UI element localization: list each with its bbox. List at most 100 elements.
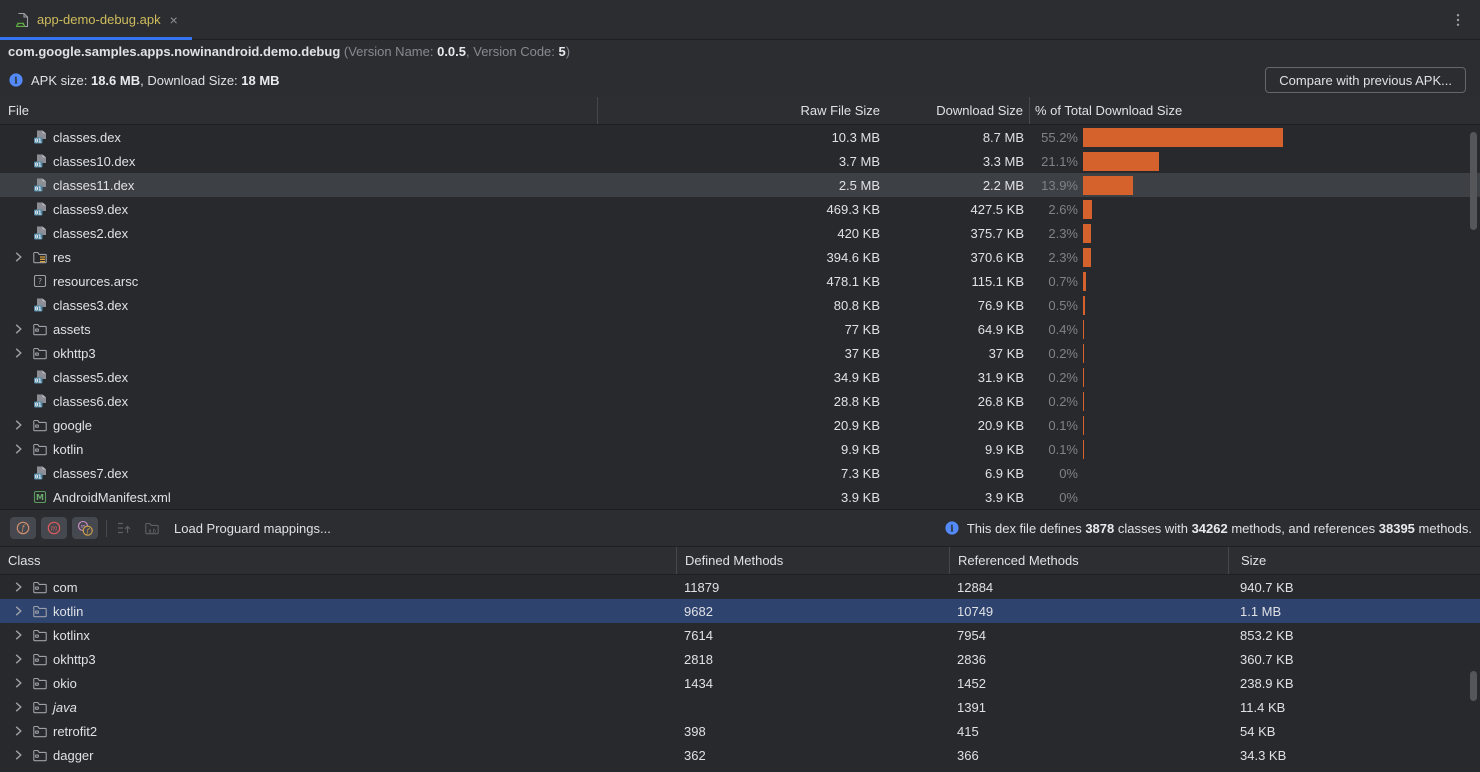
svg-text:?: ? (38, 277, 42, 286)
referenced-methods-value: 1391 (957, 699, 986, 715)
chevron-right-icon[interactable] (10, 579, 26, 595)
column-header-download-size[interactable]: Download Size (880, 97, 1030, 124)
version-code: 5 (558, 44, 566, 59)
file-table-row[interactable]: okhttp3 37 KB 37 KB 0.2% (0, 341, 1480, 365)
column-header-raw-file-size[interactable]: Raw File Size (800, 103, 880, 118)
download-size-value: 427.5 KB (970, 201, 1025, 217)
tab-close-icon[interactable]: × (169, 11, 178, 28)
pct-bar-cell (1078, 365, 1480, 389)
pct-bar-cell (1078, 245, 1480, 269)
file-table-row[interactable]: 01 classes10.dex 3.7 MB 3.3 MB 21.1% (0, 149, 1480, 173)
pct-bar-cell (1078, 173, 1480, 197)
class-table-row[interactable]: okio 1434 1452 238.9 KB (0, 671, 1480, 695)
class-table: com 11879 12884 940.7 KB kotlin 9682 10749 1.1 … (0, 575, 1480, 772)
chevron-right-icon[interactable] (10, 603, 26, 619)
toolbar-separator (106, 519, 107, 537)
raw-file-size-value: 3.9 KB (840, 489, 880, 505)
version-meta-suffix: ) (565, 44, 571, 59)
file-table-row[interactable]: 01 classes6.dex 28.8 KB 26.8 KB 0.2% (0, 389, 1480, 413)
download-size-value: 31.9 KB (977, 369, 1024, 385)
file-table-row[interactable]: 01 classes.dex 10.3 MB 8.7 MB 55.2% (0, 125, 1480, 149)
class-table-row[interactable]: dagger 362 366 34.3 KB (0, 743, 1480, 767)
file-table-row[interactable]: 01 classes3.dex 80.8 KB 76.9 KB 0.5% (0, 293, 1480, 317)
folder-icon (32, 747, 48, 763)
download-size-value: 115.1 KB (971, 273, 1024, 289)
referenced-methods-value: 10749 (957, 603, 994, 619)
file-table-row[interactable]: 01 classes2.dex 420 KB 375.7 KB 2.3% (0, 221, 1480, 245)
chevron-right-icon[interactable] (10, 441, 26, 457)
show-fields-toggle-button[interactable]: f (10, 517, 36, 539)
column-header-referenced-methods[interactable]: Referenced Methods (949, 547, 1228, 574)
file-table-row[interactable]: res 394.6 KB 370.6 KB 2.3% (0, 245, 1480, 269)
file-table-row[interactable]: google 20.9 KB 20.9 KB 0.1% (0, 413, 1480, 437)
file-name-cell: assets (0, 317, 598, 341)
file-table-scrollbar-thumb[interactable] (1470, 132, 1477, 230)
class-table-row[interactable]: kotlinx 7614 7954 853.2 KB (0, 623, 1480, 647)
apk-size-value: 18.6 MB (90, 72, 141, 88)
chevron-right-icon[interactable] (10, 627, 26, 643)
folder-icon (32, 579, 48, 595)
chevron-right-icon[interactable] (10, 675, 26, 691)
chevron-right-icon[interactable] (10, 417, 26, 433)
column-header-pct-of-total[interactable]: % of Total Download Size (1035, 103, 1183, 118)
class-table-row[interactable]: retrofit2 398 415 54 KB (0, 719, 1480, 743)
load-proguard-mappings-label[interactable]: Load Proguard mappings... (174, 520, 331, 536)
show-methods-toggle-button[interactable]: m (41, 517, 67, 539)
load-mappings-folder-button[interactable]: a.b (142, 518, 162, 538)
kebab-menu-icon[interactable] (1450, 12, 1466, 28)
chevron-right-icon[interactable] (10, 249, 26, 265)
file-name-label: resources.arsc (53, 273, 139, 289)
class-table-row[interactable]: java 1391 11.4 KB (0, 695, 1480, 719)
chevron-right-icon[interactable] (10, 651, 26, 667)
download-size-value: 2.2 MB (982, 177, 1024, 193)
file-table-row[interactable]: assets 77 KB 64.9 KB 0.4% (0, 317, 1480, 341)
file-name-cell: okhttp3 (0, 341, 598, 365)
download-size-value: 37 KB (988, 345, 1024, 361)
column-header-size[interactable]: Size (1228, 547, 1480, 574)
download-size-value: 26.8 KB (977, 393, 1024, 409)
chevron-right-icon[interactable] (10, 321, 26, 337)
pct-bar-cell (1078, 125, 1480, 149)
class-table-row[interactable]: kotlin 9682 10749 1.1 MB (0, 599, 1480, 623)
svg-text:01: 01 (35, 378, 42, 384)
dex-file-icon: 01 (32, 153, 48, 169)
download-pct-bar (1083, 247, 1092, 267)
file-table-row[interactable]: ? resources.arsc 478.1 KB 115.1 KB 0.7% (0, 269, 1480, 293)
package-name-cell: java (0, 695, 676, 719)
chevron-right-icon[interactable] (10, 699, 26, 715)
pct-of-total-value: 0% (1059, 465, 1078, 481)
file-table: 01 classes.dex 10.3 MB 8.7 MB 55.2% 01 classes… (0, 125, 1480, 509)
file-table-header: File Raw File Size Download Size % of To… (0, 97, 1480, 125)
pct-bar-cell (1078, 221, 1480, 245)
compare-with-previous-apk-button[interactable]: Compare with previous APK... (1265, 67, 1466, 93)
class-table-scrollbar-thumb[interactable] (1470, 671, 1477, 701)
raw-file-size-value: 10.3 MB (831, 129, 880, 145)
file-table-row[interactable]: 01 classes11.dex 2.5 MB 2.2 MB 13.9% (0, 173, 1480, 197)
summary-prefix: This dex file defines (966, 520, 1086, 536)
file-table-row[interactable]: M AndroidManifest.xml 3.9 KB 3.9 KB 0% (0, 485, 1480, 509)
column-header-defined-methods[interactable]: Defined Methods (676, 547, 949, 574)
dex-file-icon: 01 (32, 297, 48, 313)
file-name-cell: 01 classes6.dex (0, 389, 598, 413)
size-value: 940.7 KB (1240, 579, 1294, 595)
svg-text:f: f (86, 528, 91, 535)
class-table-row[interactable]: com 11879 12884 940.7 KB (0, 575, 1480, 599)
chevron-right-icon[interactable] (10, 747, 26, 763)
size-value: 34.3 KB (1240, 747, 1287, 763)
dex-file-icon: 01 (32, 201, 48, 217)
chevron-right-icon[interactable] (10, 345, 26, 361)
file-table-row[interactable]: 01 classes9.dex 469.3 KB 427.5 KB 2.6% (0, 197, 1480, 221)
show-methods-toggle-icon: m (46, 520, 62, 536)
tab-app-demo-debug-apk[interactable]: app-demo-debug.apk × (0, 0, 192, 40)
tree-expand-button[interactable] (114, 518, 134, 538)
class-table-row[interactable]: okhttp3 2818 2836 360.7 KB (0, 647, 1480, 671)
file-table-row[interactable]: 01 classes5.dex 34.9 KB 31.9 KB 0.2% (0, 365, 1480, 389)
chevron-right-icon[interactable] (10, 723, 26, 739)
file-table-row[interactable]: kotlin 9.9 KB 9.9 KB 0.1% (0, 437, 1480, 461)
column-header-class[interactable]: Class (8, 553, 41, 568)
file-table-row[interactable]: 01 classes7.dex 7.3 KB 6.9 KB 0% (0, 461, 1480, 485)
referenced-methods-value: 12884 (957, 579, 994, 595)
column-header-file[interactable]: File (0, 97, 598, 124)
summary-mid2: methods, and references (1227, 520, 1379, 536)
